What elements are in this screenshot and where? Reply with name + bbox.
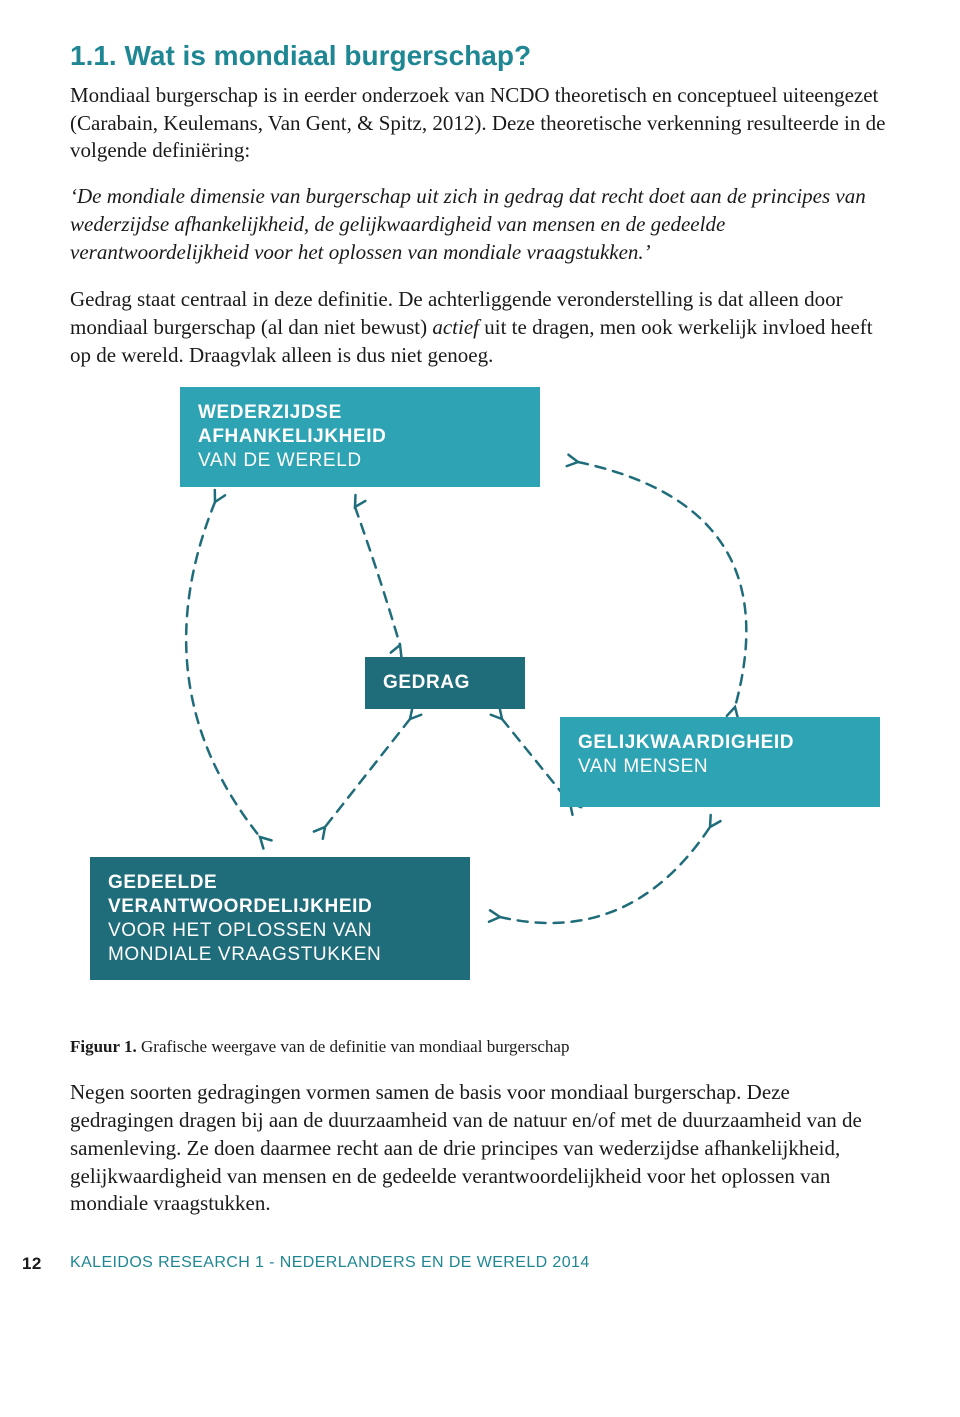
page-number: 12 — [22, 1254, 42, 1274]
figure-label: Figuur 1. — [70, 1037, 137, 1056]
diagram-node-gedrag: GEDRAG — [365, 657, 525, 709]
footer-text: KALEIDOS RESEARCH 1 - NEDERLANDERS EN DE… — [70, 1254, 590, 1271]
explanation-paragraph: Gedrag staat centraal in deze definitie.… — [70, 286, 890, 369]
closing-paragraph: Negen soorten gedragingen vormen samen d… — [70, 1079, 890, 1218]
page-footer: 12 KALEIDOS RESEARCH 1 - NEDERLANDERS EN… — [70, 1254, 890, 1272]
diagram-node-wederzijdse: WEDERZIJDSEAFHANKELIJKHEIDVAN DE WERELD — [180, 387, 540, 486]
definition-quote: ‘De mondiale dimensie van burgerschap ui… — [70, 183, 890, 266]
intro-paragraph: Mondiaal burgerschap is in eerder onderz… — [70, 82, 890, 165]
section-heading: 1.1. Wat is mondiaal burgerschap? — [70, 40, 890, 72]
page: 1.1. Wat is mondiaal burgerschap? Mondia… — [0, 0, 960, 1302]
para2-text: Gedrag staat centraal in deze definitie.… — [70, 287, 873, 366]
diagram-node-gelijk: GELIJKWAARDIGHEIDVAN MENSEN — [560, 717, 880, 807]
diagram-node-gedeelde: GEDEELDEVERANTWOORDELIJKHEIDVOOR HET OPL… — [90, 857, 470, 980]
concept-diagram: WEDERZIJDSEAFHANKELIJKHEIDVAN DE WERELD G… — [70, 387, 890, 1027]
figure-caption: Figuur 1. Grafische weergave van de defi… — [70, 1037, 890, 1057]
figure-caption-text: Grafische weergave van de definitie van … — [137, 1037, 570, 1056]
